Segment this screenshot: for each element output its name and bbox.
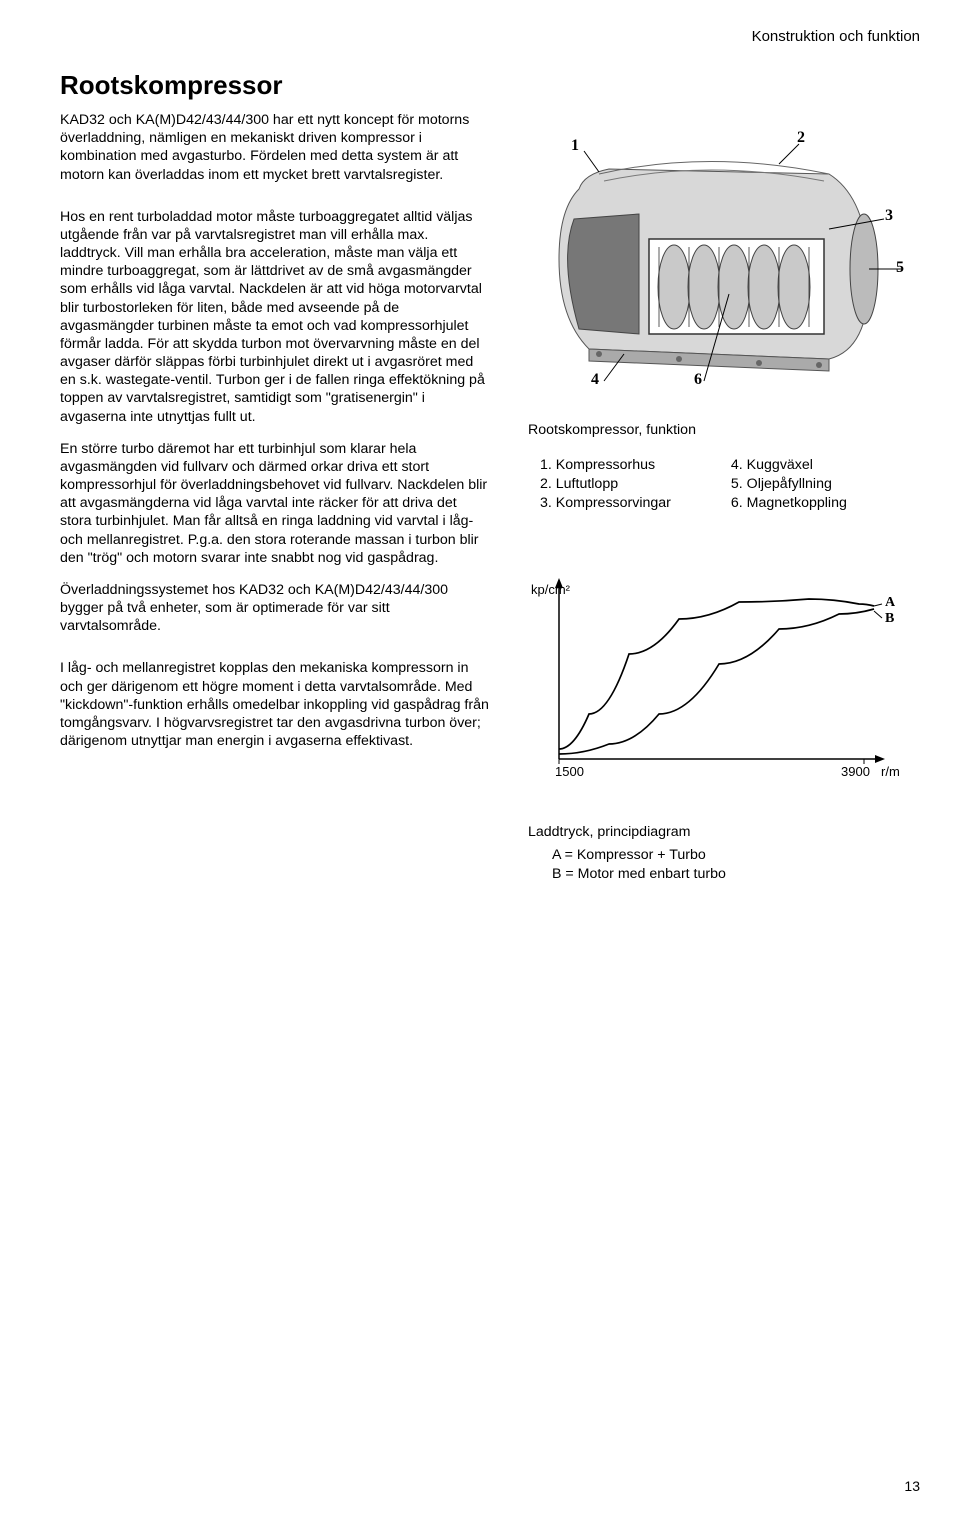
- chart-legend: A = Kompressor + Turbo B = Motor med enb…: [552, 846, 920, 884]
- section-header: Konstruktion och funktion: [752, 28, 920, 45]
- list-item: 3. Kompressorvingar: [540, 494, 671, 513]
- content-columns: KAD32 och KA(M)D42/43/44/300 har ett nyt…: [60, 111, 920, 884]
- list-item: 1. Kompressorhus: [540, 456, 671, 475]
- svg-text:B: B: [885, 611, 894, 626]
- svg-text:1500: 1500: [555, 764, 584, 779]
- parts-list: 1. Kompressorhus 2. Luftutlopp 3. Kompre…: [540, 456, 920, 514]
- page-title: Rootskompressor: [60, 70, 920, 101]
- parts-list-left: 1. Kompressorhus 2. Luftutlopp 3. Kompre…: [540, 456, 671, 514]
- callout-6: 6: [694, 371, 702, 389]
- paragraph: En större turbo däremot har ett turbinhj…: [60, 440, 490, 567]
- svg-text:r/m: r/m: [881, 764, 900, 779]
- paragraph: Överladdningssystemet hos KAD32 och KA(M…: [60, 581, 490, 636]
- list-item: 6. Magnetkoppling: [731, 494, 847, 513]
- svg-text:A: A: [885, 595, 896, 610]
- callout-4: 4: [591, 371, 599, 389]
- callout-2: 2: [797, 129, 805, 147]
- svg-text:3900: 3900: [841, 764, 870, 779]
- callout-1: 1: [571, 137, 579, 155]
- chart-caption: Laddtryck, principdiagram: [528, 824, 920, 840]
- list-item: 4. Kuggväxel: [731, 456, 847, 475]
- left-column: KAD32 och KA(M)D42/43/44/300 har ett nyt…: [60, 111, 490, 884]
- pressure-chart: kp/cm² 1500 3900 r/m AB: [529, 554, 909, 804]
- figure-caption: Rootskompressor, funktion: [528, 422, 920, 438]
- legend-b: B = Motor med enbart turbo: [552, 865, 920, 884]
- callout-3: 3: [885, 207, 893, 225]
- paragraph: Hos en rent turboladdad motor måste turb…: [60, 208, 490, 426]
- callout-5: 5: [896, 259, 904, 277]
- paragraph: KAD32 och KA(M)D42/43/44/300 har ett nyt…: [60, 111, 490, 184]
- list-item: 2. Luftutlopp: [540, 475, 671, 494]
- paragraph: I låg- och mellanregistret kopplas den m…: [60, 659, 490, 750]
- svg-text:kp/cm²: kp/cm²: [531, 582, 571, 597]
- parts-list-right: 4. Kuggväxel 5. Oljepåfyllning 6. Magnet…: [731, 456, 847, 514]
- list-item: 5. Oljepåfyllning: [731, 475, 847, 494]
- legend-a: A = Kompressor + Turbo: [552, 846, 920, 865]
- page-number: 13: [904, 1478, 920, 1494]
- right-column: 1 2 3 4 5 6 Rootskompressor, funktion 1.…: [518, 111, 920, 884]
- engine-diagram: 1 2 3 4 5 6: [529, 119, 909, 404]
